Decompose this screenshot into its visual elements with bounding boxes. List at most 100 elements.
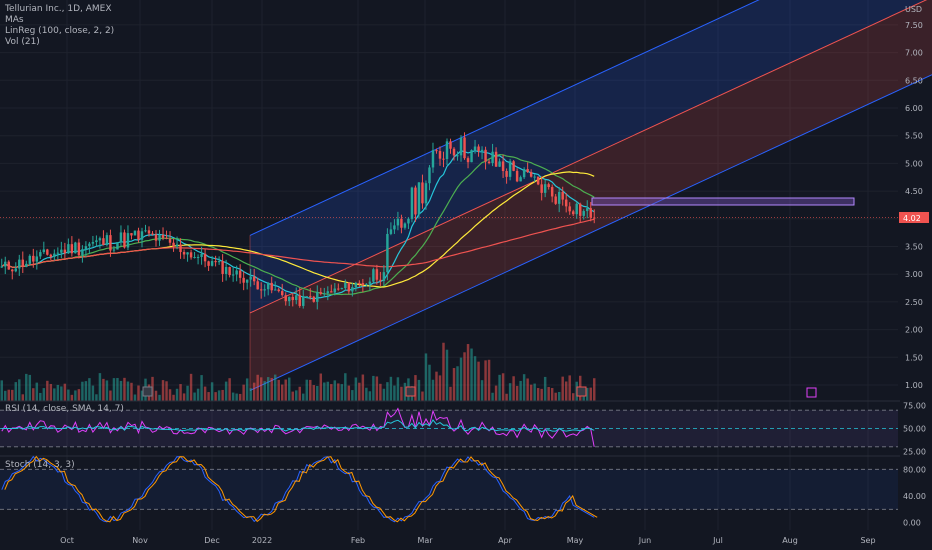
candle-body xyxy=(7,261,10,270)
volume-bar xyxy=(67,389,70,401)
candle-body xyxy=(291,296,294,301)
volume-bar xyxy=(449,386,452,401)
stoch-label[interactable]: Stoch (14, 3, 3) xyxy=(5,460,75,470)
resistance-zone[interactable] xyxy=(591,197,855,206)
candle-body xyxy=(25,263,28,267)
price-tick-label: 6.00 xyxy=(905,104,923,113)
candle-body xyxy=(519,177,522,182)
candle-body xyxy=(98,238,102,241)
candle-body xyxy=(81,249,84,256)
indicator-axes[interactable]: 25.00 50.00 75.00 0.00 40.00 80.00 xyxy=(903,402,926,528)
candle-body xyxy=(554,196,557,204)
volume-bar xyxy=(593,378,596,401)
legend-linreg[interactable]: LinReg (100, close, 2, 2) xyxy=(5,26,115,36)
volume-bar xyxy=(421,391,424,401)
price-tick-label: 3.50 xyxy=(905,243,923,252)
volume-bar xyxy=(77,389,81,401)
candle-body xyxy=(333,288,337,293)
volume-bar xyxy=(133,394,137,401)
rsi-label[interactable]: RSI (14, close, SMA, 14, 7) xyxy=(5,404,124,414)
candle-body xyxy=(21,259,25,267)
time-tick-label: Jul xyxy=(712,536,723,545)
candle-body xyxy=(277,289,280,292)
candle-body xyxy=(168,238,172,243)
volume-bar xyxy=(309,379,312,401)
earnings-marker-icon[interactable] xyxy=(576,386,587,397)
volume-bar xyxy=(256,374,259,401)
volume-bar xyxy=(245,378,249,401)
earnings-marker-icon[interactable] xyxy=(405,386,416,397)
candle-body xyxy=(561,192,564,200)
candle-body xyxy=(203,253,207,262)
volume-bar xyxy=(375,376,379,401)
candle-body xyxy=(540,184,543,193)
volume-bar xyxy=(519,380,522,401)
earnings-markers[interactable] xyxy=(142,386,817,398)
volume-bar xyxy=(466,344,470,401)
candle-body xyxy=(67,244,70,254)
volume-bar xyxy=(151,376,154,401)
candle-body xyxy=(189,252,193,258)
candle-body xyxy=(74,242,77,254)
volume-bar xyxy=(344,373,347,401)
volume-bar xyxy=(46,380,49,401)
candle-body xyxy=(529,172,533,177)
candle-body xyxy=(473,146,477,151)
earnings-marker-icon[interactable] xyxy=(142,386,153,397)
candle-body xyxy=(389,229,393,234)
candle-body xyxy=(4,261,7,267)
volume-bar xyxy=(53,388,56,401)
candle-body xyxy=(330,291,333,293)
candle-body xyxy=(582,211,585,216)
stoch-panel xyxy=(0,455,898,523)
price-candles xyxy=(0,132,596,310)
earnings-marker-icon[interactable] xyxy=(806,387,817,398)
candle-body xyxy=(435,150,438,152)
candle-body xyxy=(182,251,186,255)
volume-bar xyxy=(277,379,280,401)
time-axis[interactable]: Oct Nov Dec 2022 Feb Mar Apr May Jun Jul Aug Sep xyxy=(60,536,875,545)
candle-body xyxy=(309,296,312,298)
volume-bar xyxy=(224,381,228,401)
candle-body xyxy=(312,296,316,302)
lower-channel-line xyxy=(249,74,932,391)
candle-body xyxy=(372,269,375,282)
candle-body xyxy=(56,252,60,254)
volume-bar xyxy=(445,349,449,401)
candle-body xyxy=(18,259,21,269)
volume-bar xyxy=(235,393,238,401)
candle-body xyxy=(186,252,189,255)
volume-bar xyxy=(480,380,484,401)
candle-body xyxy=(326,291,330,294)
candle-body xyxy=(547,184,550,188)
legend-mas[interactable]: MAs xyxy=(5,15,24,25)
candle-body xyxy=(337,288,340,290)
candle-body xyxy=(557,192,561,204)
volume-bar xyxy=(442,342,445,401)
candle-body xyxy=(179,244,182,252)
time-tick-label: Dec xyxy=(204,536,219,545)
volume-bar xyxy=(417,379,421,401)
time-tick-label: Oct xyxy=(60,536,74,545)
candle-body xyxy=(154,234,158,241)
moving-average-line xyxy=(1,218,595,269)
candle-body xyxy=(466,158,470,163)
symbol-title[interactable]: Tellurian Inc., 1D, AMEX xyxy=(5,4,112,14)
volume-bar xyxy=(529,384,533,401)
volume-bar xyxy=(295,390,298,401)
last-price-tag xyxy=(899,212,929,223)
volume-bar xyxy=(302,393,305,401)
candle-body xyxy=(533,176,536,178)
candle-body xyxy=(452,148,456,156)
candle-body xyxy=(438,151,442,159)
stoch-tick-label: 80.00 xyxy=(903,465,926,474)
volume-bar xyxy=(105,380,109,401)
legend-vol[interactable]: Vol (21) xyxy=(5,37,40,47)
volume-bar xyxy=(231,392,235,401)
volume-bar xyxy=(337,383,340,401)
price-tick-label: 1.00 xyxy=(905,381,923,390)
volume-bar xyxy=(70,394,74,401)
candle-body xyxy=(42,249,46,253)
price-tick-label: 3.00 xyxy=(905,270,923,279)
